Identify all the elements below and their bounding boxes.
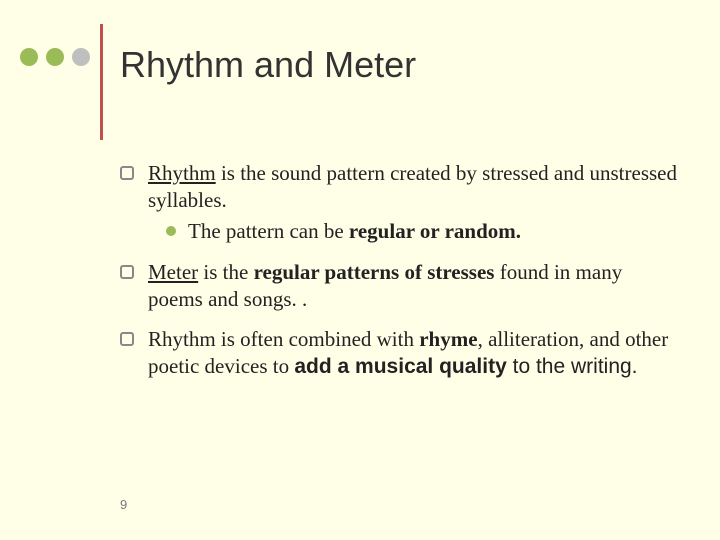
text-segment: is the sound pattern created by stressed… [148, 161, 677, 212]
accent-vertical-line [100, 24, 103, 140]
text-segment: Rhythm is often combined with [148, 327, 419, 351]
page-number: 9 [120, 497, 127, 512]
bullet-ring-icon [120, 332, 134, 346]
sub-bullet-text: The pattern can be regular or random. [188, 218, 521, 245]
bullet-item: Meter is the regular patterns of stresse… [120, 259, 680, 313]
slide-body: Rhythm is the sound pattern created by s… [120, 160, 680, 395]
sub-bullet-dot-icon [166, 226, 176, 236]
text-segment: regular patterns of stresses [254, 260, 495, 284]
text-segment: The pattern can be [188, 219, 349, 243]
bullet-item: Rhythm is the sound pattern created by s… [120, 160, 680, 245]
text-segment: Meter [148, 260, 198, 284]
text-segment: to the writing. [507, 355, 638, 378]
text-segment: regular or random. [349, 219, 521, 243]
slide-title: Rhythm and Meter [120, 44, 416, 86]
bullet-text: Rhythm is often combined with rhyme, all… [148, 326, 680, 381]
decor-dots [20, 48, 90, 66]
text-segment: is the [198, 260, 253, 284]
bullet-text: Rhythm is the sound pattern created by s… [148, 160, 680, 245]
bullet-text: Meter is the regular patterns of stresse… [148, 259, 680, 313]
text-segment: Rhythm [148, 161, 216, 185]
sub-bullet-item: The pattern can be regular or random. [166, 218, 680, 245]
bullet-ring-icon [120, 265, 134, 279]
dot-3 [72, 48, 90, 66]
bullet-ring-icon [120, 166, 134, 180]
dot-2 [46, 48, 64, 66]
dot-1 [20, 48, 38, 66]
text-segment: rhyme [419, 327, 477, 351]
text-segment: add a musical quality [294, 355, 506, 378]
bullet-item: Rhythm is often combined with rhyme, all… [120, 326, 680, 381]
